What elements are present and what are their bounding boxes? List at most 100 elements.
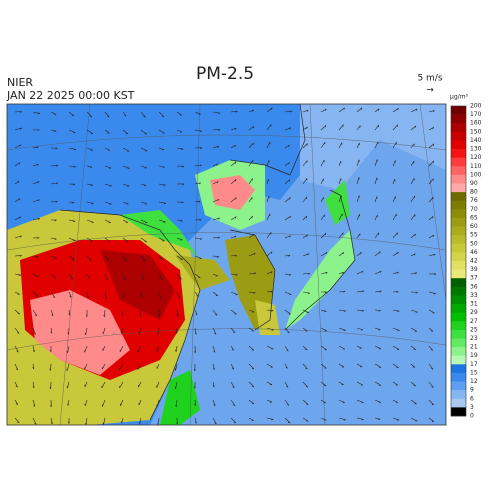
wind-arrow	[212, 255, 219, 258]
wind-arrow	[104, 291, 107, 299]
wind-arrow-head	[18, 198, 21, 201]
wind-arrow	[284, 273, 291, 275]
wind-arrow-head	[214, 422, 217, 425]
colorbar-frame	[450, 105, 467, 417]
wind-arrow	[158, 255, 164, 260]
wind-arrow	[392, 179, 396, 185]
wind-arrow	[428, 345, 434, 351]
wind-arrow	[122, 219, 128, 223]
colorbar-tick-label: 39	[470, 266, 478, 273]
wind-arrow	[230, 127, 237, 131]
wind-arrow	[338, 309, 346, 312]
wind-arrow-head	[343, 291, 346, 293]
colorbar-segment	[451, 140, 466, 150]
colorbar-segment	[451, 390, 466, 400]
wind-arrow	[14, 144, 22, 149]
wind-arrow-head	[124, 278, 127, 281]
wind-arrow	[84, 363, 88, 370]
wind-arrow	[14, 417, 20, 423]
wind-arrow-head	[32, 386, 35, 389]
wind-arrow	[266, 107, 273, 113]
wind-arrow	[68, 237, 76, 241]
wind-arrow	[86, 255, 92, 261]
wind-arrow	[176, 129, 183, 133]
wind-arrow-head	[73, 149, 76, 151]
wind-arrow-head	[378, 418, 381, 421]
wind-arrow	[32, 146, 39, 149]
wind-arrow-head	[90, 166, 93, 169]
wind-arrow-head	[362, 290, 365, 293]
wind-arrow	[410, 108, 418, 113]
wind-arrow-head	[233, 404, 236, 406]
wind-arrow	[84, 399, 88, 407]
wind-arrow	[248, 272, 256, 275]
wind-arrow-head	[56, 164, 59, 167]
wind-arrow-head	[379, 251, 381, 254]
wind-arrow	[266, 399, 273, 403]
wind-arrow	[230, 417, 237, 423]
wind-arrow-head	[56, 182, 59, 185]
wind-arrow	[356, 345, 362, 349]
wind-arrow	[428, 381, 434, 388]
wind-arrow	[284, 381, 289, 388]
wind-arrow	[212, 399, 216, 406]
wind-arrow	[410, 125, 416, 131]
wind-arrow	[428, 327, 434, 332]
wind-arrow-head	[19, 111, 22, 113]
wind-arrow	[338, 290, 346, 293]
wind-arrow	[175, 345, 178, 352]
wind-arrow	[338, 252, 344, 257]
wind-arrow	[122, 183, 130, 187]
wind-arrow	[194, 200, 201, 203]
wind-arrow-head	[217, 129, 220, 131]
wind-arrow-head	[233, 421, 236, 424]
wind-arrow-head	[288, 179, 291, 182]
wind-arrow-head	[432, 127, 434, 130]
wind-arrow-head	[252, 233, 255, 237]
wind-arrow	[212, 363, 215, 370]
wind-arrow	[14, 127, 22, 131]
wind-arrow	[194, 164, 202, 167]
wind-arrow	[248, 252, 256, 257]
wind-arrow	[302, 109, 309, 113]
wind-arrow	[68, 309, 71, 316]
wind-arrow-head	[254, 272, 257, 275]
wind-arrow	[32, 111, 40, 114]
wind-arrow-head	[414, 125, 417, 128]
wind-arrow	[50, 255, 58, 259]
wind-arrow	[338, 363, 345, 368]
wind-arrow	[284, 399, 290, 406]
wind-arrow	[266, 141, 271, 149]
wind-arrow-head	[379, 290, 382, 293]
wind-arrow-head	[68, 313, 71, 316]
wind-arrow-head	[305, 349, 308, 351]
wind-arrow-head	[19, 144, 22, 147]
wind-arrow	[356, 399, 364, 403]
wind-arrow-head	[271, 251, 273, 254]
wind-arrow	[176, 273, 182, 280]
wind-arrow	[32, 309, 38, 316]
colorbar-segment	[451, 364, 466, 374]
wind-arrow-head	[234, 161, 237, 164]
wind-arrow-head	[212, 385, 215, 388]
colorbar-segment	[451, 226, 466, 236]
wind-arrow-head	[235, 197, 237, 200]
wind-arrow	[158, 183, 166, 186]
wind-arrow	[14, 216, 22, 221]
wind-arrow	[14, 180, 20, 185]
wind-arrow-head	[234, 127, 237, 130]
wind-arrow-head	[73, 220, 76, 223]
colorbar-segment	[451, 312, 466, 322]
wind-arrow	[175, 381, 178, 389]
wind-arrow	[248, 178, 253, 185]
wind-arrow-head	[160, 277, 163, 280]
wind-arrow	[68, 165, 76, 167]
wind-arrow-head	[251, 368, 255, 370]
wind-arrow	[338, 124, 344, 131]
wind-arrow	[230, 179, 237, 185]
wind-arrow	[176, 147, 184, 150]
wind-arrow	[14, 273, 21, 276]
colorbar-segment	[451, 338, 466, 348]
wind-arrow	[320, 178, 324, 185]
